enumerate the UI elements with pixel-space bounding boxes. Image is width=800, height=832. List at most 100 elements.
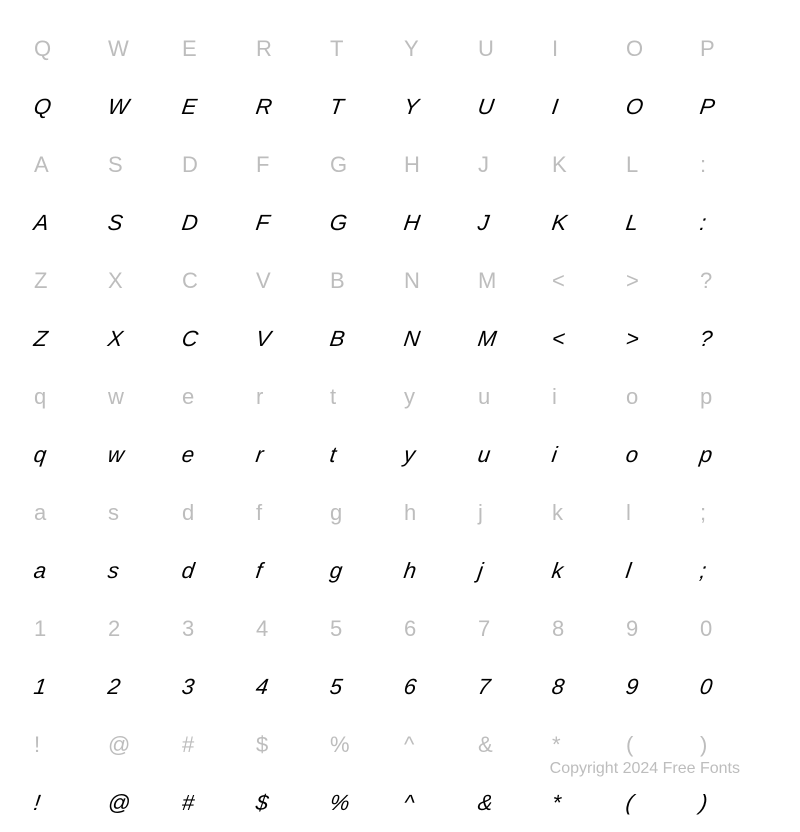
char-glyph: : — [692, 194, 774, 252]
char-glyph: Q — [26, 78, 108, 136]
char-glyph: ? — [692, 310, 774, 368]
char-glyph: L — [618, 194, 700, 252]
char-label: L — [622, 136, 696, 194]
char-label: Q — [30, 20, 104, 78]
char-label: O — [622, 20, 696, 78]
char-label: 3 — [178, 600, 252, 658]
char-label: B — [326, 252, 400, 310]
char-glyph: ! — [26, 774, 108, 832]
char-label: l — [622, 484, 696, 542]
char-glyph: # — [174, 774, 256, 832]
char-glyph: 1 — [26, 658, 108, 716]
char-label: V — [252, 252, 326, 310]
char-label: 2 — [104, 600, 178, 658]
char-label: 9 — [622, 600, 696, 658]
char-glyph: F — [248, 194, 330, 252]
char-label: A — [30, 136, 104, 194]
char-glyph: H — [396, 194, 478, 252]
char-label: d — [178, 484, 252, 542]
char-label: & — [474, 716, 548, 774]
char-label: K — [548, 136, 622, 194]
char-label: g — [326, 484, 400, 542]
copyright-footer: Copyright 2024 Free Fonts — [550, 760, 740, 778]
char-glyph: g — [322, 542, 404, 600]
char-glyph: U — [470, 78, 552, 136]
char-glyph: f — [248, 542, 330, 600]
char-glyph: i — [544, 426, 626, 484]
char-glyph: 8 — [544, 658, 626, 716]
char-glyph: W — [100, 78, 182, 136]
char-label: Y — [400, 20, 474, 78]
char-label: T — [326, 20, 400, 78]
char-glyph: 5 — [322, 658, 404, 716]
char-glyph: < — [544, 310, 626, 368]
char-glyph: j — [470, 542, 552, 600]
char-glyph: B — [322, 310, 404, 368]
char-label: 4 — [252, 600, 326, 658]
char-label: e — [178, 368, 252, 426]
char-label: J — [474, 136, 548, 194]
char-glyph: u — [470, 426, 552, 484]
char-glyph: S — [100, 194, 182, 252]
char-label: 8 — [548, 600, 622, 658]
char-glyph: R — [248, 78, 330, 136]
char-label: 5 — [326, 600, 400, 658]
char-glyph: > — [618, 310, 700, 368]
char-label: : — [696, 136, 770, 194]
char-label: ; — [696, 484, 770, 542]
char-glyph: q — [26, 426, 108, 484]
char-label: s — [104, 484, 178, 542]
char-glyph: d — [174, 542, 256, 600]
char-label: j — [474, 484, 548, 542]
char-label: h — [400, 484, 474, 542]
char-label: E — [178, 20, 252, 78]
char-label: 7 — [474, 600, 548, 658]
char-label: o — [622, 368, 696, 426]
char-label: @ — [104, 716, 178, 774]
char-label: Z — [30, 252, 104, 310]
char-glyph: t — [322, 426, 404, 484]
char-label: w — [104, 368, 178, 426]
char-glyph: * — [544, 774, 626, 832]
char-glyph: 0 — [692, 658, 774, 716]
char-label: ? — [696, 252, 770, 310]
char-label: q — [30, 368, 104, 426]
char-glyph: ) — [692, 774, 774, 832]
char-glyph: C — [174, 310, 256, 368]
char-label: P — [696, 20, 770, 78]
char-label: r — [252, 368, 326, 426]
char-label: M — [474, 252, 548, 310]
char-glyph: o — [618, 426, 700, 484]
char-label: p — [696, 368, 770, 426]
char-glyph: Z — [26, 310, 108, 368]
char-label: a — [30, 484, 104, 542]
char-glyph: K — [544, 194, 626, 252]
char-label: N — [400, 252, 474, 310]
char-label: R — [252, 20, 326, 78]
char-glyph: V — [248, 310, 330, 368]
char-glyph: 3 — [174, 658, 256, 716]
char-glyph: s — [100, 542, 182, 600]
char-glyph: 7 — [470, 658, 552, 716]
char-glyph: J — [470, 194, 552, 252]
char-glyph: y — [396, 426, 478, 484]
char-label: i — [548, 368, 622, 426]
char-label: > — [622, 252, 696, 310]
char-label: $ — [252, 716, 326, 774]
char-glyph: X — [100, 310, 182, 368]
char-label: X — [104, 252, 178, 310]
char-label: k — [548, 484, 622, 542]
char-label: # — [178, 716, 252, 774]
char-label: U — [474, 20, 548, 78]
char-glyph: M — [470, 310, 552, 368]
char-label: S — [104, 136, 178, 194]
char-label: % — [326, 716, 400, 774]
char-label: ^ — [400, 716, 474, 774]
char-label: 6 — [400, 600, 474, 658]
char-glyph: $ — [248, 774, 330, 832]
char-glyph: 6 — [396, 658, 478, 716]
char-glyph: N — [396, 310, 478, 368]
char-label: G — [326, 136, 400, 194]
char-glyph: e — [174, 426, 256, 484]
char-glyph: I — [544, 78, 626, 136]
